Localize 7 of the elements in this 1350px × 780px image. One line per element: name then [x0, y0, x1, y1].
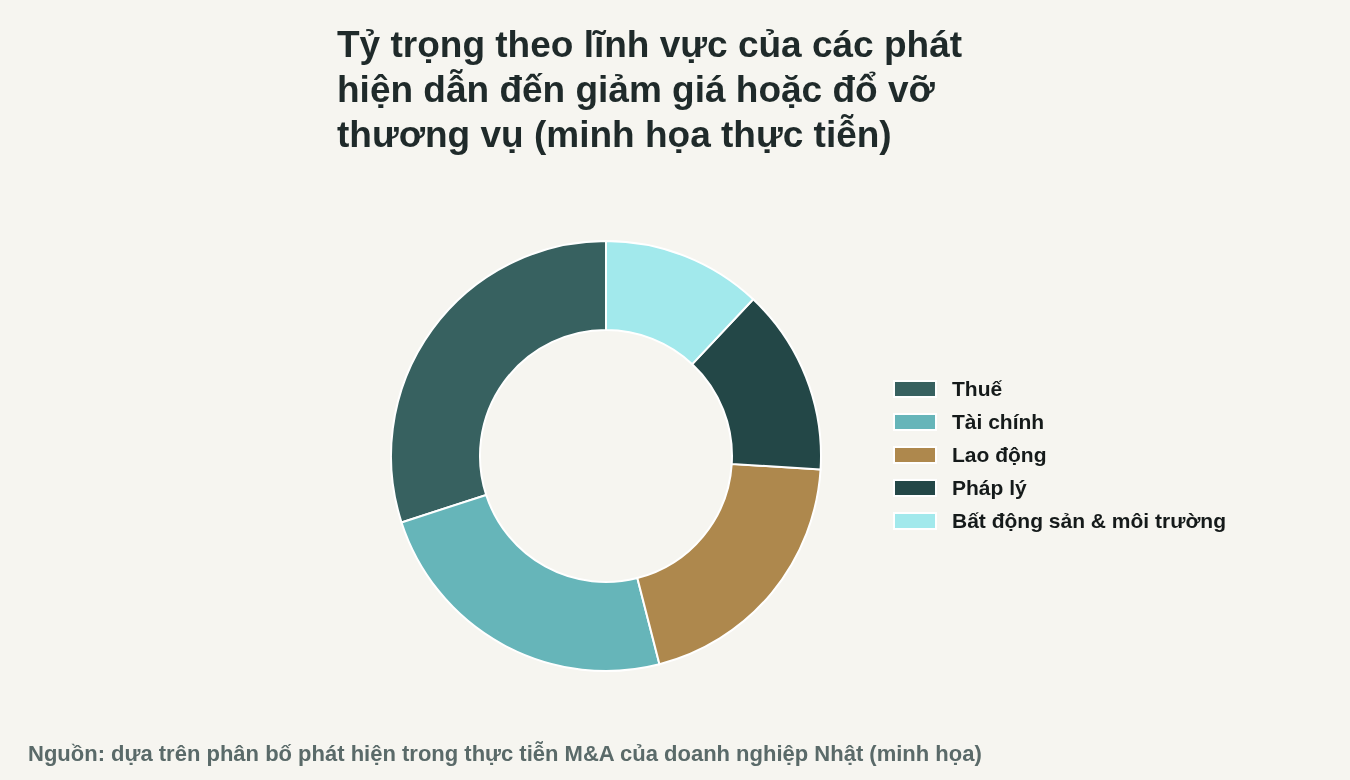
legend-label: Tài chính [952, 409, 1045, 434]
legend-label: Lao động [952, 442, 1047, 467]
legend-label: Pháp lý [952, 475, 1027, 500]
text: Nguồn: dựa trên phân bố phát hiện trong thực tiễn M&A của doanh nghiệp Nhật (minh họa) [28, 741, 982, 767]
legend-label: Bất động sản & môi trường [952, 508, 1226, 533]
chart-title: Tỷ trọng theo lĩnh vực của các phát hiện dẫn đến giảm giá hoặc đổ vỡ thương vụ (minh họa thực tiễn) [337, 23, 964, 157]
legend-label: Thuế [952, 376, 1003, 401]
